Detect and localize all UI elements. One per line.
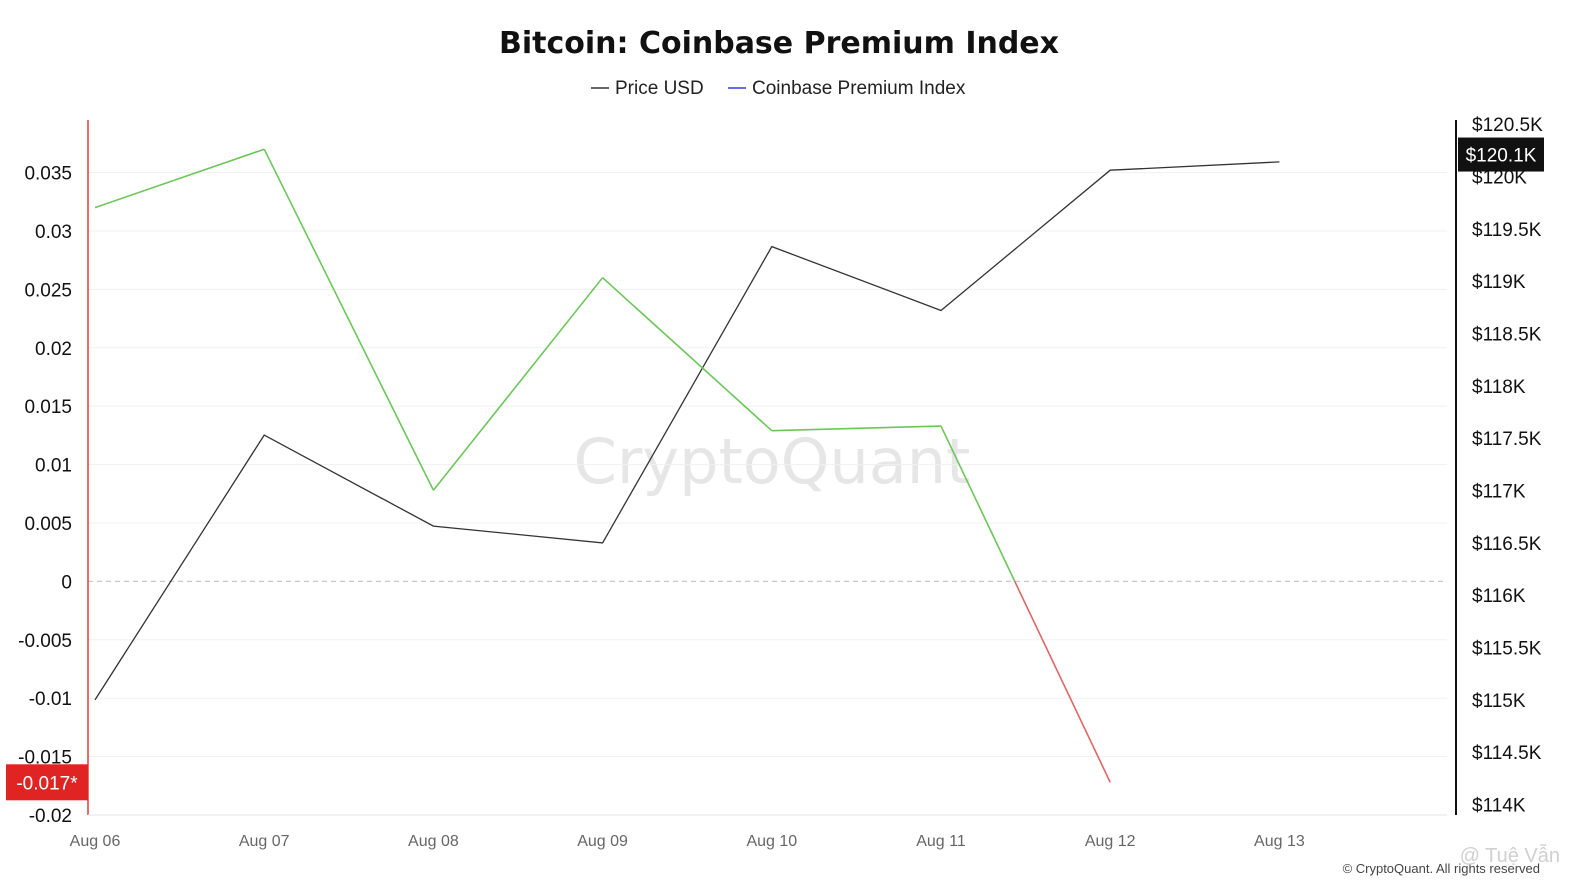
- price-usd-line: [94, 161, 1280, 701]
- left-tick-label: -0.01: [29, 689, 72, 710]
- x-tick-label: Aug 07: [239, 833, 290, 850]
- chart-title: Bitcoin: Coinbase Premium Index: [499, 26, 1059, 61]
- right-tick-label: $119.5K: [1472, 220, 1542, 241]
- left-tick-label: 0.03: [35, 222, 72, 243]
- premium-segment: [1014, 581, 1111, 783]
- x-tick-label: Aug 13: [1254, 833, 1305, 850]
- right-tick-label: $114.5K: [1472, 743, 1542, 764]
- left-tick-label: 0.015: [24, 397, 72, 418]
- left-tick-label: 0.02: [35, 339, 72, 360]
- right-current-badge: [1458, 137, 1544, 172]
- right-tick-label: $115.5K: [1472, 639, 1542, 660]
- left-tick-label: 0.01: [35, 456, 72, 477]
- premium-segment: [263, 148, 435, 491]
- axes: [87, 120, 1457, 816]
- left-axis-ticks: 0.035 0.03 0.025 0.02 0.015 0.01 0.005 0 -0.005 -…: [18, 164, 72, 827]
- legend[interactable]: Price USD Coinbase Premium Index: [591, 78, 966, 99]
- right-tick-label: $116K: [1472, 586, 1526, 607]
- premium-segment: [94, 148, 265, 209]
- premium-segment: [771, 425, 942, 432]
- right-tick-label: $120K: [1472, 168, 1527, 189]
- right-tick-label: $120.5K: [1472, 115, 1543, 136]
- corner-watermark: @ Tuệ Vẫn: [1460, 844, 1560, 867]
- left-current-badge-label: -0.017*: [16, 773, 78, 794]
- right-tick-label: $117.5K: [1472, 429, 1542, 450]
- left-tick-label: 0.025: [24, 280, 72, 301]
- premium-segment: [432, 277, 604, 491]
- left-tick-label: -0.015: [18, 748, 72, 769]
- x-tick-label: Aug 09: [577, 833, 628, 850]
- right-tick-label: $115K: [1472, 691, 1526, 712]
- premium-segment: [602, 277, 773, 432]
- right-axis-ticks: $120.5K $120K $119.5K $119K $118.5K $118K $117…: [1472, 115, 1543, 816]
- left-tick-label: 0.005: [24, 514, 72, 535]
- copyright-footer: © CryptoQuant. All rights reserved: [1343, 861, 1540, 876]
- right-tick-label: $119K: [1472, 272, 1526, 293]
- x-axis-ticks: Aug 06 Aug 07 Aug 08 Aug 09 Aug 10 Aug 11 Aug …: [70, 833, 1305, 850]
- left-tick-label: 0: [61, 572, 72, 593]
- right-tick-label: $118K: [1472, 377, 1526, 398]
- left-tick-label: 0.035: [24, 164, 72, 185]
- legend-premium-label[interactable]: Coinbase Premium Index: [752, 78, 966, 99]
- right-current-badge-label: $120.1K: [1466, 146, 1537, 167]
- legend-price-label[interactable]: Price USD: [615, 78, 704, 99]
- right-tick-label: $116.5K: [1472, 534, 1542, 555]
- premium-segment: [940, 425, 1016, 582]
- left-tick-label: -0.02: [29, 806, 72, 827]
- x-tick-label: Aug 12: [1085, 833, 1136, 850]
- series[interactable]: [94, 148, 1280, 783]
- x-tick-label: Aug 11: [916, 833, 966, 850]
- watermark: CryptoQuant: [574, 425, 971, 498]
- right-tick-label: $117K: [1472, 482, 1526, 503]
- right-tick-label: $114K: [1472, 796, 1526, 817]
- left-current-badge: [6, 764, 88, 801]
- left-tick-label: -0.005: [18, 631, 72, 652]
- badges: -0.017* $120.1K: [6, 137, 1544, 801]
- right-tick-label: $118.5K: [1472, 325, 1542, 346]
- x-tick-label: Aug 06: [70, 833, 121, 850]
- x-tick-label: Aug 08: [408, 833, 459, 850]
- x-tick-label: Aug 10: [746, 833, 797, 850]
